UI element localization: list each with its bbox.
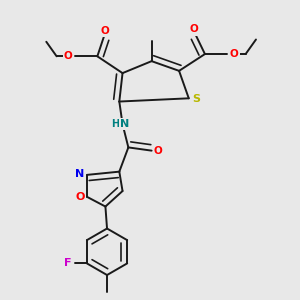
Text: O: O — [75, 193, 85, 202]
Text: O: O — [230, 49, 238, 59]
Text: S: S — [192, 94, 200, 104]
Text: O: O — [64, 51, 73, 61]
Text: F: F — [64, 258, 72, 268]
Text: O: O — [190, 25, 199, 34]
Text: O: O — [100, 26, 109, 36]
Text: N: N — [75, 169, 85, 178]
Text: O: O — [154, 146, 163, 156]
Text: H: H — [111, 119, 119, 129]
Text: N: N — [121, 119, 130, 129]
